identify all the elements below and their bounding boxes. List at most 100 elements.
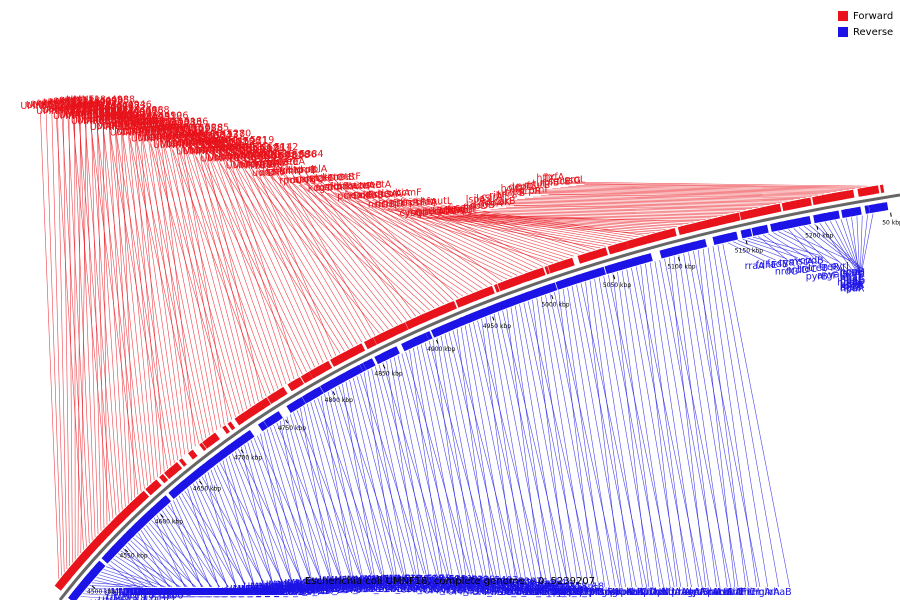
reverse-connector xyxy=(289,414,342,579)
forward-connector xyxy=(245,170,380,334)
reverse-connector xyxy=(187,488,219,588)
forward-connector xyxy=(134,129,182,458)
forward-gene xyxy=(692,221,704,232)
forward-gene-label: argC xyxy=(301,174,324,185)
reverse-connector xyxy=(96,577,133,588)
reverse-gene-label: UMNF18_5165 xyxy=(290,579,359,590)
reverse-gene-label: UMNF18_4881 xyxy=(234,587,303,598)
reverse-gene xyxy=(70,589,81,600)
forward-connector xyxy=(279,167,403,323)
forward-connector xyxy=(133,121,162,475)
forward-gene xyxy=(395,322,409,334)
forward-connector xyxy=(342,191,518,276)
reverse-gene-label: UMNF18_5435 xyxy=(512,581,581,592)
forward-connector xyxy=(120,114,136,498)
forward-gene-label: UMNF18_4896 xyxy=(95,106,164,117)
forward-connector xyxy=(205,146,287,385)
reverse-gene-label: lysS xyxy=(689,587,708,598)
reverse-gene xyxy=(788,218,799,229)
forward-gene-label: UMNF18_4988 xyxy=(66,95,135,106)
reverse-gene-label: UMNF18_17 xyxy=(537,583,594,594)
reverse-gene-label: UMNF18_4970 xyxy=(234,584,303,595)
forward-gene-label: UMNF18_1 xyxy=(239,159,290,170)
reverse-gene xyxy=(416,332,429,345)
forward-connector xyxy=(408,197,590,252)
reverse-connector xyxy=(693,251,761,588)
forward-gene-label: UMNF18_5194 xyxy=(203,144,272,155)
reverse-gene-label: hpaG xyxy=(840,274,865,285)
reverse-connector xyxy=(228,455,274,585)
reverse-gene-label: argF xyxy=(817,271,838,282)
forward-connector xyxy=(419,217,650,235)
forward-connector xyxy=(447,205,644,236)
forward-connector xyxy=(108,124,148,486)
reverse-connector xyxy=(485,317,527,588)
reverse-gene-label: UMNF18_4968 xyxy=(190,587,259,598)
reverse-gene-label: UMNF18_5311 xyxy=(385,578,454,589)
reverse-gene-label: pdxA xyxy=(840,280,865,291)
reverse-connector xyxy=(742,239,798,258)
reverse-connector xyxy=(416,346,464,582)
reverse-connector xyxy=(241,446,274,588)
reverse-gene-label: UMNF18_5470 xyxy=(502,583,571,594)
forward-connector xyxy=(506,206,741,212)
reverse-gene-label: frdA xyxy=(668,587,688,598)
reverse-gene-label: UMNF18_5197 xyxy=(342,578,411,589)
reverse-connector xyxy=(338,385,403,574)
reverse-gene xyxy=(244,430,255,441)
forward-gene-label: deoA xyxy=(478,198,503,209)
forward-connector xyxy=(176,141,248,410)
reverse-gene-label: thiC xyxy=(737,587,756,598)
reverse-connector xyxy=(428,340,494,577)
forward-connector xyxy=(115,131,172,466)
forward-connector xyxy=(440,206,639,238)
forward-gene-label: hflX xyxy=(536,173,555,184)
reverse-connector xyxy=(440,335,488,584)
forward-gene-label: rimI xyxy=(529,185,548,196)
forward-gene-label: thrC xyxy=(497,189,518,200)
forward-gene-label: UMNF18_5319 xyxy=(173,138,242,149)
forward-connector xyxy=(139,120,165,472)
forward-gene-label: rpsR xyxy=(398,198,420,209)
reverse-connector xyxy=(571,286,626,588)
reverse-connector xyxy=(722,243,790,588)
forward-gene xyxy=(291,376,304,389)
forward-gene-label: UMNF18_5333 xyxy=(169,130,238,141)
forward-connector xyxy=(51,109,65,573)
reverse-gene-label: ntrC xyxy=(627,587,648,598)
forward-gene xyxy=(166,467,176,478)
reverse-connector xyxy=(286,416,332,581)
reverse-connector xyxy=(146,525,195,588)
forward-connector xyxy=(401,198,585,254)
reverse-gene-label: UMNF18_5016 xyxy=(192,587,261,598)
forward-gene xyxy=(534,267,546,279)
reverse-gene-label: UMNF18_5296 xyxy=(375,580,444,591)
forward-connector xyxy=(79,112,96,538)
forward-gene-label: ccmF xyxy=(396,188,421,199)
forward-connector xyxy=(442,216,666,230)
legend-reverse-label: Reverse xyxy=(853,26,894,38)
reverse-gene-label: UMNF18_4852 xyxy=(243,584,312,595)
forward-gene-label: UMNF18_8 xyxy=(233,160,284,171)
forward-connector xyxy=(233,162,349,349)
forward-connector xyxy=(142,136,207,439)
forward-connector xyxy=(242,152,332,359)
reverse-connector xyxy=(296,410,360,575)
forward-connector xyxy=(334,182,488,287)
forward-gene-label: UMNF18_4955 xyxy=(61,95,130,106)
reverse-connector xyxy=(273,424,331,578)
scale-label: 4950 kbp xyxy=(483,323,511,330)
forward-gene xyxy=(729,212,741,223)
reverse-connector xyxy=(814,224,861,267)
reverse-connector xyxy=(103,569,158,588)
reverse-gene-label: UMNF18_5190 xyxy=(323,582,392,593)
reverse-connector xyxy=(510,307,553,588)
forward-gene-label: aceA xyxy=(351,180,375,191)
reverse-connector xyxy=(502,310,568,582)
reverse-connector xyxy=(371,368,418,581)
reverse-connector xyxy=(210,469,255,587)
scale-tick xyxy=(492,316,495,321)
forward-connector xyxy=(114,115,132,501)
reverse-gene-label: iadA xyxy=(839,269,860,280)
forward-gene-label: metA xyxy=(366,180,392,191)
